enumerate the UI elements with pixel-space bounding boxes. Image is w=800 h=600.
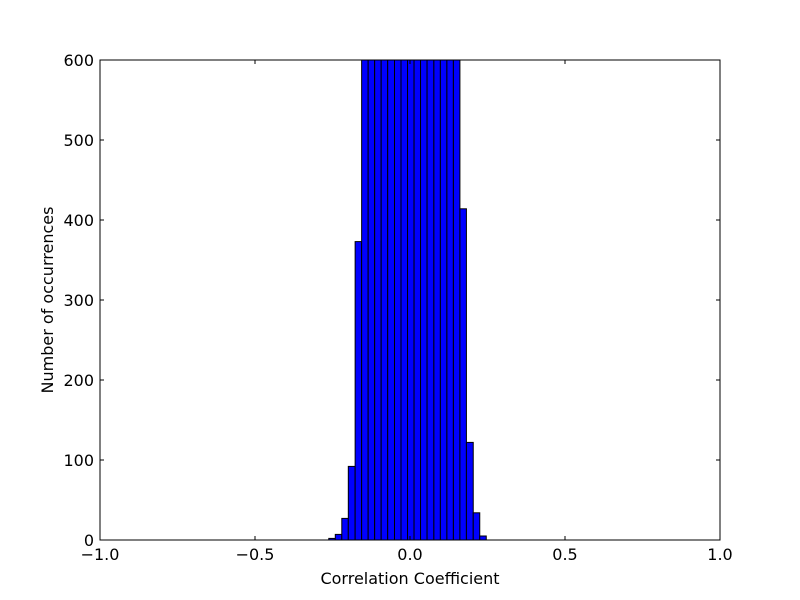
y-axis-label: Number of occurrences xyxy=(38,207,57,394)
histogram-bar xyxy=(361,59,369,541)
y-tick-label: 500 xyxy=(63,131,94,150)
histogram-bar xyxy=(439,59,448,541)
histogram-bar xyxy=(420,59,428,541)
x-tick-label: 0.0 xyxy=(397,545,422,564)
x-tick-label: −1.0 xyxy=(81,545,120,564)
histogram-bar xyxy=(459,208,467,541)
y-tick-label: 0 xyxy=(84,531,94,550)
y-tick-label: 400 xyxy=(63,211,94,230)
histogram-bar xyxy=(334,533,343,541)
histogram-bar xyxy=(426,59,435,541)
histogram-bar xyxy=(387,59,395,541)
histogram-bar xyxy=(400,59,409,541)
x-tick-label: −0.5 xyxy=(236,545,275,564)
x-tick-label: 0.5 xyxy=(552,545,577,564)
x-tick-label: 1.0 xyxy=(707,545,732,564)
y-axis-ticks: 0 100 200 300 400 500 600 xyxy=(63,51,720,550)
histogram-bar xyxy=(433,59,441,541)
histogram-bar xyxy=(380,59,389,541)
histogram-bar xyxy=(367,59,376,541)
histogram-bar xyxy=(479,535,487,541)
y-tick-label: 100 xyxy=(63,451,94,470)
histogram-bar xyxy=(472,512,481,541)
histogram-bar xyxy=(354,241,363,541)
histogram-bar xyxy=(394,59,402,541)
histogram-bar xyxy=(341,517,349,541)
histogram-bar xyxy=(452,59,461,541)
histogram-bar xyxy=(446,59,454,541)
y-tick-label: 600 xyxy=(63,51,94,70)
y-tick-label: 300 xyxy=(63,291,94,310)
histogram-bar xyxy=(407,59,415,541)
x-axis-label: Correlation Coefficient xyxy=(320,569,499,588)
histogram-bar xyxy=(465,441,474,541)
y-tick-label: 200 xyxy=(63,371,94,390)
histogram-bar xyxy=(413,59,422,541)
x-axis-ticks: −1.0 −0.5 0.0 0.5 1.0 xyxy=(81,60,733,564)
histogram-bar xyxy=(374,59,382,541)
histogram-bar xyxy=(347,465,356,541)
